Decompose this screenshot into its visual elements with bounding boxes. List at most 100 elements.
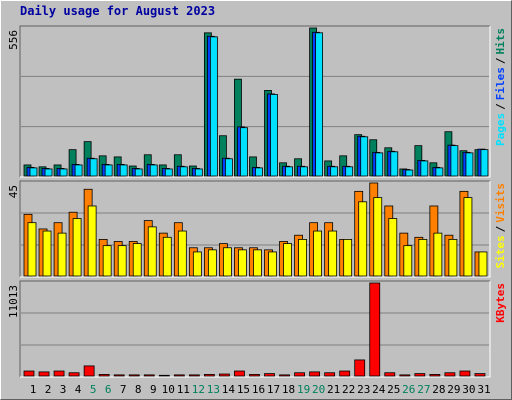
bar [53,370,65,377]
bar [390,151,399,177]
legend-separator: / [494,57,507,64]
bar [324,372,336,377]
bar [420,160,429,177]
bar [59,168,68,177]
panel [20,281,490,377]
x-tick-label: 1 [30,383,37,396]
x-tick-label: 8 [135,383,142,396]
bar [179,166,188,177]
bar [463,197,473,277]
bar [102,245,112,277]
bar [203,374,215,377]
bar [219,373,230,377]
bar [480,149,489,177]
legend-entry: Files [494,67,507,100]
bar [358,201,368,277]
bar [433,232,443,277]
x-tick-label: 22 [342,383,355,396]
x-tick-label: 6 [105,383,112,396]
bar [435,167,444,177]
bar [405,169,414,177]
bar [72,218,82,277]
bar [173,374,185,377]
bar [354,359,366,377]
bar [104,164,113,177]
bar [369,282,381,377]
legend-entry: KBytes [494,283,507,323]
x-tick-label: 30 [462,383,475,396]
x-tick-label: 18 [282,383,295,396]
x-tick-label: 27 [417,383,430,396]
y-max-label: 45 [7,185,20,198]
panel-edge [19,280,490,377]
x-tick-label: 31 [477,383,490,396]
legend: Sites / Visits [494,183,507,269]
bar [89,158,98,177]
bar [238,249,247,277]
bar [270,94,278,177]
bar [253,249,262,277]
legend-separator: / [494,103,507,110]
bar [177,230,187,277]
legend-entry: Pages [494,113,507,146]
bar [44,168,53,177]
bar [38,371,50,377]
y-max-label: 556 [7,30,20,50]
y-max-label: 11013 [7,285,20,318]
bar [164,168,173,177]
chart-title: Daily usage for August 2023 [20,4,215,18]
panel-edge [20,26,491,178]
bar [313,230,323,277]
bar [474,373,486,377]
bar [240,127,248,177]
bar [418,238,428,277]
bar [450,145,459,177]
bar [330,166,339,177]
bar [255,167,263,177]
bar [225,158,233,177]
panel-edge [20,281,491,378]
bar [444,372,456,377]
bar [414,373,426,377]
bar [147,226,157,277]
bar [294,372,305,377]
legend-separator: / [494,225,507,232]
bar [298,238,307,277]
x-tick-label: 9 [150,383,157,396]
bar [158,374,170,377]
bar [285,166,293,177]
bar [143,374,155,377]
panel [20,26,490,177]
bar [57,232,67,277]
bar [74,164,83,177]
bar [119,164,128,177]
bar [42,230,52,277]
panel-edge [19,180,490,277]
bar [234,370,245,377]
bar [283,243,292,277]
bar [384,372,396,377]
bar [345,166,354,177]
bar [29,167,38,177]
bar [343,238,353,277]
bar [249,374,260,377]
x-tick-label: 10 [162,383,175,396]
bar [465,152,474,177]
bar [87,205,97,277]
x-tick-label: 3 [60,383,67,396]
bar [117,245,127,277]
bar [209,36,218,177]
bar [264,373,275,377]
x-tick-label: 7 [120,383,127,396]
x-tick-label: 15 [237,383,250,396]
bar [375,152,384,177]
legend: KBytes [494,283,507,323]
bar [223,247,232,277]
bar [162,236,172,277]
x-tick-label: 12 [192,383,205,396]
bar [403,245,413,277]
panel-edge [20,181,491,278]
bar [328,230,338,277]
bar [360,136,369,177]
bar [113,374,125,377]
